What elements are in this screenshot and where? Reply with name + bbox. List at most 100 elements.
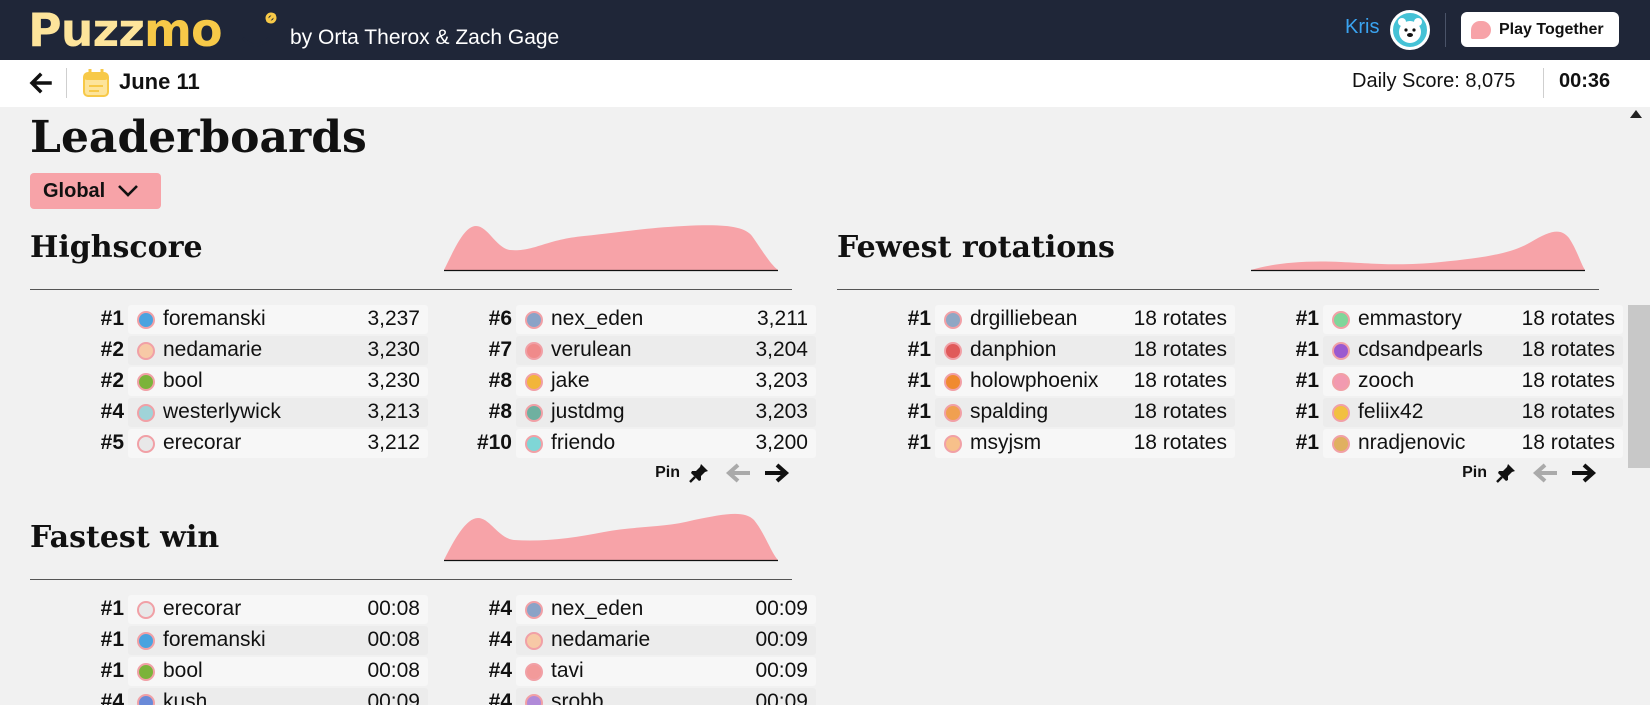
player-name[interactable]: bool: [163, 369, 203, 392]
player-name[interactable]: friendo: [551, 431, 616, 454]
leaderboard-row[interactable]: #10 friendo 3,200: [448, 428, 816, 459]
leaderboard-row[interactable]: #2 nedamarie 3,230: [60, 335, 428, 366]
leaderboard-row[interactable]: #1 foremanski 3,237: [60, 304, 428, 335]
leaderboard-row[interactable]: #4 westerlywick 3,213: [60, 397, 428, 428]
player-name[interactable]: nedamarie: [551, 628, 651, 651]
arrow-left-icon[interactable]: [724, 462, 754, 484]
player-cell[interactable]: nex_eden 3,211: [516, 305, 816, 334]
player-name[interactable]: foremanski: [163, 307, 266, 330]
player-name[interactable]: nex_eden: [551, 307, 644, 330]
leaderboard-row[interactable]: #1 spalding 18 rotates: [867, 397, 1235, 428]
pushpin-icon[interactable]: [1495, 462, 1517, 484]
leaderboard-row[interactable]: #1 foremanski 00:08: [60, 625, 428, 656]
leaderboard-row[interactable]: #6 nex_eden 3,211: [448, 304, 816, 335]
player-name[interactable]: erecorar: [163, 431, 242, 454]
arrow-left-icon[interactable]: [1531, 462, 1561, 484]
calendar-icon[interactable]: [82, 68, 110, 98]
leaderboard-row[interactable]: #5 erecorar 3,212: [60, 428, 428, 459]
leaderboard-row[interactable]: #4 srobb 00:09: [448, 687, 816, 705]
player-cell[interactable]: holowphoenix 18 rotates: [935, 367, 1235, 396]
player-cell[interactable]: erecorar 00:08: [128, 595, 428, 624]
leaderboard-row[interactable]: #1 bool 00:08: [60, 656, 428, 687]
player-name[interactable]: jake: [551, 369, 590, 392]
player-cell[interactable]: bool 00:08: [128, 657, 428, 686]
arrow-right-icon[interactable]: [1569, 462, 1599, 484]
player-cell[interactable]: foremanski 00:08: [128, 626, 428, 655]
leaderboard-row[interactable]: #4 nex_eden 00:09: [448, 594, 816, 625]
player-cell[interactable]: nedamarie 00:09: [516, 626, 816, 655]
arrow-left-icon[interactable]: [28, 70, 54, 96]
player-name[interactable]: kush: [163, 690, 208, 705]
player-name[interactable]: cdsandpearls: [1358, 338, 1483, 361]
puzzmo-logo[interactable]: Puzzmo: [28, 4, 223, 56]
player-name[interactable]: srobb: [551, 690, 604, 705]
player-name[interactable]: verulean: [551, 338, 632, 361]
player-name[interactable]: danphion: [970, 338, 1057, 361]
leaderboard-row[interactable]: #1 emmastory 18 rotates: [1255, 304, 1623, 335]
player-cell[interactable]: kush 00:09: [128, 688, 428, 705]
player-cell[interactable]: srobb 00:09: [516, 688, 816, 705]
player-cell[interactable]: nex_eden 00:09: [516, 595, 816, 624]
leaderboard-row[interactable]: #1 nradjenovic 18 rotates: [1255, 428, 1623, 459]
player-name[interactable]: tavi: [551, 659, 584, 682]
player-cell[interactable]: msyjsm 18 rotates: [935, 429, 1235, 458]
user-avatar[interactable]: [1390, 10, 1430, 50]
leaderboard-row[interactable]: #2 bool 3,230: [60, 366, 428, 397]
player-name[interactable]: emmastory: [1358, 307, 1462, 330]
player-cell[interactable]: bool 3,230: [128, 367, 428, 396]
player-cell[interactable]: emmastory 18 rotates: [1323, 305, 1623, 334]
leaderboard-row[interactable]: #1 cdsandpearls 18 rotates: [1255, 335, 1623, 366]
player-cell[interactable]: jake 3,203: [516, 367, 816, 396]
scrollbar-thumb[interactable]: [1628, 305, 1650, 468]
pushpin-icon[interactable]: [688, 462, 710, 484]
player-cell[interactable]: drgilliebean 18 rotates: [935, 305, 1235, 334]
player-cell[interactable]: foremanski 3,237: [128, 305, 428, 334]
player-cell[interactable]: spalding 18 rotates: [935, 398, 1235, 427]
player-name[interactable]: westerlywick: [163, 400, 281, 423]
player-name[interactable]: drgilliebean: [970, 307, 1078, 330]
leaderboard-row[interactable]: #7 verulean 3,204: [448, 335, 816, 366]
pin-label[interactable]: Pin: [655, 464, 680, 481]
player-name[interactable]: nedamarie: [163, 338, 263, 361]
player-cell[interactable]: friendo 3,200: [516, 429, 816, 458]
scope-dropdown[interactable]: Global: [30, 173, 161, 209]
scroll-up-icon[interactable]: [1630, 110, 1642, 118]
player-name[interactable]: nex_eden: [551, 597, 644, 620]
leaderboard-row[interactable]: #4 kush 00:09: [60, 687, 428, 705]
pin-label[interactable]: Pin: [1462, 464, 1487, 481]
player-name[interactable]: bool: [163, 659, 203, 682]
player-cell[interactable]: tavi 00:09: [516, 657, 816, 686]
player-name[interactable]: zooch: [1358, 369, 1415, 392]
leaderboard-row[interactable]: #1 erecorar 00:08: [60, 594, 428, 625]
leaderboard-row[interactable]: #1 danphion 18 rotates: [867, 335, 1235, 366]
player-name[interactable]: justdmg: [551, 400, 625, 423]
play-together-button[interactable]: Play Together: [1461, 12, 1619, 47]
leaderboard-row[interactable]: #8 justdmg 3,203: [448, 397, 816, 428]
leaderboard-row[interactable]: #4 tavi 00:09: [448, 656, 816, 687]
player-name[interactable]: holowphoenix: [970, 369, 1099, 392]
player-cell[interactable]: nradjenovic 18 rotates: [1323, 429, 1623, 458]
player-cell[interactable]: feliix42 18 rotates: [1323, 398, 1623, 427]
leaderboard-row[interactable]: #1 drgilliebean 18 rotates: [867, 304, 1235, 335]
player-name[interactable]: foremanski: [163, 628, 266, 651]
player-name[interactable]: spalding: [970, 400, 1049, 423]
player-cell[interactable]: westerlywick 3,213: [128, 398, 428, 427]
leaderboard-row[interactable]: #1 zooch 18 rotates: [1255, 366, 1623, 397]
player-cell[interactable]: zooch 18 rotates: [1323, 367, 1623, 396]
player-cell[interactable]: erecorar 3,212: [128, 429, 428, 458]
player-name[interactable]: msyjsm: [970, 431, 1042, 454]
leaderboard-row[interactable]: #4 nedamarie 00:09: [448, 625, 816, 656]
player-name[interactable]: erecorar: [163, 597, 242, 620]
arrow-right-icon[interactable]: [762, 462, 792, 484]
player-cell[interactable]: cdsandpearls 18 rotates: [1323, 336, 1623, 365]
leaderboard-row[interactable]: #1 msyjsm 18 rotates: [867, 428, 1235, 459]
user-name[interactable]: Kris: [1345, 16, 1380, 38]
leaderboard-row[interactable]: #1 holowphoenix 18 rotates: [867, 366, 1235, 397]
player-name[interactable]: nradjenovic: [1358, 431, 1466, 454]
player-cell[interactable]: verulean 3,204: [516, 336, 816, 365]
player-cell[interactable]: nedamarie 3,230: [128, 336, 428, 365]
player-name[interactable]: feliix42: [1358, 400, 1424, 423]
player-cell[interactable]: justdmg 3,203: [516, 398, 816, 427]
leaderboard-row[interactable]: #1 feliix42 18 rotates: [1255, 397, 1623, 428]
player-cell[interactable]: danphion 18 rotates: [935, 336, 1235, 365]
